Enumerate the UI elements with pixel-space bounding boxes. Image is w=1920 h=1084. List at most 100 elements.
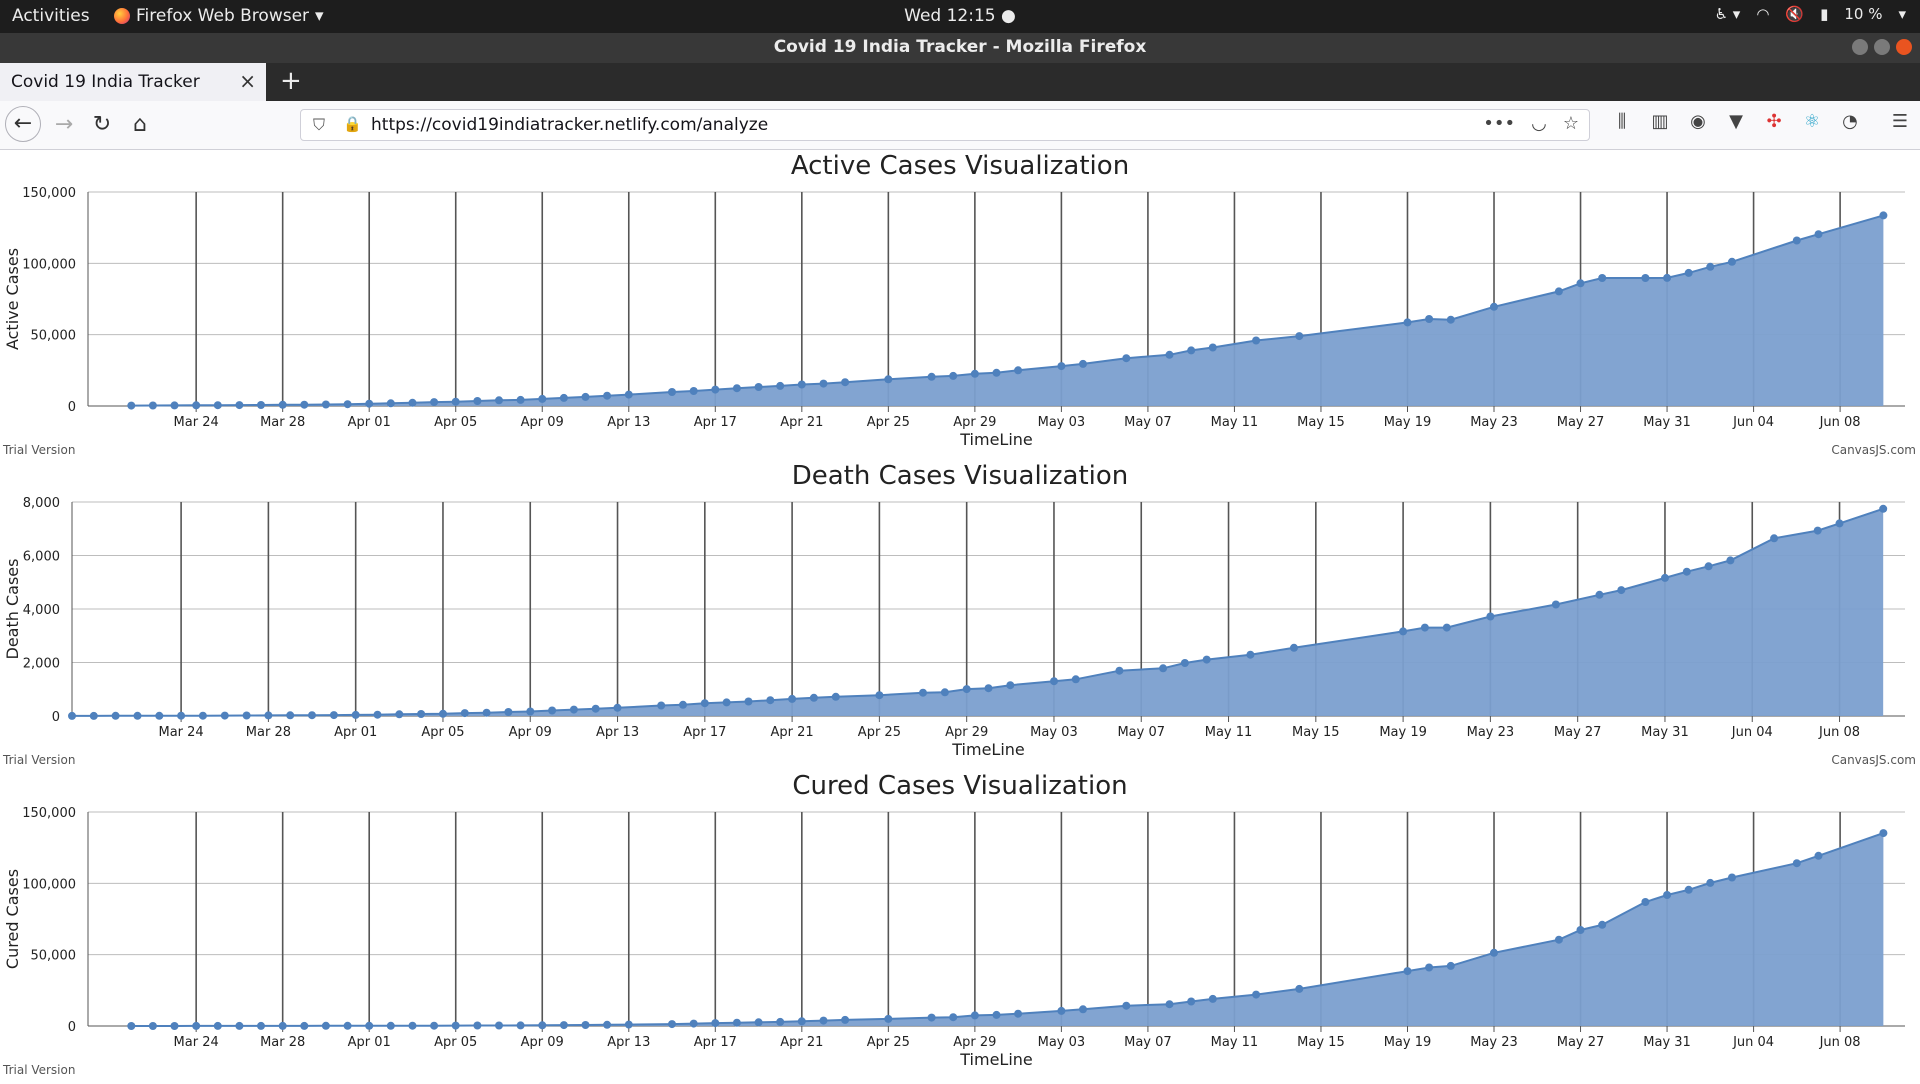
sidebar-icon[interactable]: ▥ — [1651, 111, 1669, 132]
url-text[interactable]: https://covid19indiatracker.netlify.com/… — [371, 115, 769, 135]
data-point — [1057, 1006, 1066, 1015]
data-point — [819, 1016, 828, 1025]
data-point — [1420, 623, 1429, 632]
data-point — [679, 700, 687, 709]
data-point — [373, 710, 382, 719]
data-point — [841, 378, 850, 387]
close-window-button[interactable] — [1896, 39, 1912, 55]
extension-icon[interactable]: ✣ — [1766, 111, 1782, 132]
y-tick-label: 150,000 — [22, 186, 76, 201]
menu-icon[interactable]: ☰ — [1891, 111, 1909, 132]
data-point — [797, 1017, 806, 1026]
new-tab-button[interactable]: + — [280, 66, 302, 96]
data-point — [1057, 362, 1066, 371]
data-point — [386, 1021, 395, 1030]
x-tick-label: Apr 05 — [434, 415, 477, 430]
data-point — [1728, 873, 1736, 882]
data-point — [1726, 556, 1735, 565]
maximize-button[interactable] — [1874, 39, 1890, 55]
x-tick-label: May 15 — [1297, 1035, 1345, 1050]
account-icon[interactable]: ◉ — [1690, 111, 1706, 132]
chart-title: Cured Cases Visualization — [792, 771, 1127, 801]
x-tick-label: Apr 25 — [867, 1035, 910, 1050]
lock-icon[interactable]: 🔒 — [343, 115, 362, 133]
x-tick-label: Apr 01 — [334, 725, 377, 740]
app-menu[interactable]: Firefox Web Browser ▾ — [114, 6, 324, 26]
data-point — [1682, 567, 1691, 576]
data-point — [1554, 287, 1563, 296]
data-point — [1187, 997, 1196, 1006]
extension-icon[interactable]: ⚛ — [1803, 111, 1821, 132]
data-point — [581, 392, 590, 401]
data-point — [1252, 336, 1261, 345]
data-point — [213, 1021, 222, 1030]
data-point — [624, 1020, 633, 1029]
system-tray[interactable]: ♿ ▾ ◠ 🔇 ▮ 10 % ▾ — [1715, 5, 1906, 23]
data-point — [170, 1022, 179, 1030]
data-point — [722, 698, 731, 707]
data-point — [1792, 859, 1801, 868]
data-point — [831, 692, 840, 701]
data-point — [1006, 681, 1015, 690]
x-tick-label: Apr 09 — [521, 415, 564, 430]
x-tick-label: May 03 — [1038, 1035, 1086, 1050]
data-point — [343, 1021, 352, 1030]
y-tick-label: 6,000 — [23, 550, 60, 565]
bookmark-star-icon[interactable]: ☆ — [1562, 113, 1579, 134]
data-point — [1792, 236, 1801, 245]
window-titlebar: Covid 19 India Tracker - Mozilla Firefox — [0, 33, 1920, 63]
x-tick-label: May 03 — [1038, 415, 1086, 430]
activities-button[interactable]: Activities — [12, 6, 90, 26]
forward-button[interactable]: → — [50, 111, 78, 139]
data-point — [1246, 650, 1255, 659]
x-tick-label: Apr 21 — [771, 725, 814, 740]
chart-active-svg: Active Cases Visualization 0 50,000 100,000… — [2, 151, 1916, 457]
data-point — [1446, 961, 1455, 970]
clock[interactable]: Wed 12:15 ● — [904, 6, 1016, 26]
data-point — [657, 701, 666, 710]
data-point — [1159, 664, 1168, 673]
data-point — [1704, 562, 1713, 571]
chart-death-svg: Death Cases Visualization 0 2,000 4,000 6,00… — [2, 461, 1916, 767]
data-point — [1728, 257, 1736, 266]
data-point — [732, 384, 741, 393]
more-icon[interactable]: ••• — [1483, 113, 1516, 134]
data-point — [192, 1021, 201, 1030]
data-point — [1663, 891, 1672, 899]
data-point — [884, 1014, 893, 1023]
extension-icon[interactable]: ◔ — [1842, 111, 1858, 132]
tab-covid-tracker[interactable]: Covid 19 India Tracker × — [0, 63, 266, 101]
home-button[interactable]: ⌂ — [126, 111, 154, 139]
data-point — [732, 1018, 741, 1027]
x-tick-label: Apr 09 — [509, 725, 552, 740]
data-point — [603, 391, 612, 400]
x-tick-label: Mar 24 — [174, 1035, 219, 1050]
data-point — [841, 1015, 850, 1024]
extension-icon[interactable]: ▼ — [1729, 111, 1743, 132]
accessibility-icon[interactable]: ♿ ▾ — [1714, 5, 1741, 23]
back-button[interactable]: ← — [5, 106, 41, 142]
x-tick-label: May 07 — [1124, 1035, 1172, 1050]
pocket-icon[interactable]: ◡ — [1531, 113, 1547, 134]
data-point — [473, 1021, 482, 1030]
data-point — [526, 707, 535, 716]
data-point — [776, 381, 785, 390]
data-point — [133, 711, 142, 720]
data-point — [992, 368, 1001, 377]
x-tick-label: Apr 13 — [607, 415, 650, 430]
reload-button[interactable]: ↻ — [88, 111, 116, 139]
close-tab-icon[interactable]: × — [239, 69, 256, 93]
library-icon[interactable]: ⫼ — [1617, 111, 1627, 132]
data-point — [1486, 612, 1495, 621]
data-point — [624, 390, 633, 399]
data-point — [1813, 526, 1822, 535]
data-point — [1165, 1000, 1174, 1009]
data-point — [1399, 627, 1408, 636]
minimize-button[interactable] — [1852, 39, 1868, 55]
chart-active: Active Cases Visualization 0 50,000 100,000… — [0, 150, 1920, 460]
data-point — [1122, 1001, 1131, 1010]
shield-icon[interactable]: ⛉ — [313, 115, 326, 134]
data-point — [1598, 274, 1607, 282]
url-bar[interactable]: ⛉ 🔒 https://covid19indiatracker.netlify.… — [300, 109, 1590, 141]
data-point — [1641, 898, 1650, 906]
